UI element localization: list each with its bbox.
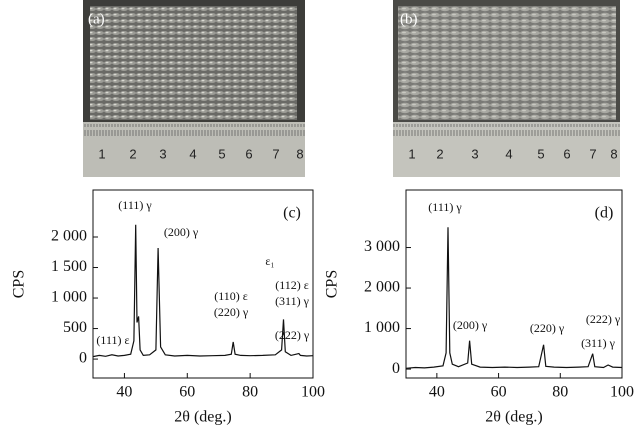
y-axis-label: CPS (11, 270, 28, 298)
y-tick-label: 0 (79, 350, 87, 367)
panel-label: (b) (400, 11, 418, 27)
y-tick-label: 500 (63, 319, 87, 336)
x-tick-label: 60 (491, 384, 507, 401)
ruler-number: 8 (610, 146, 617, 161)
x-tick-label: 40 (429, 384, 445, 401)
ruler-number: 5 (218, 146, 225, 161)
x-tick-label: 60 (179, 384, 195, 401)
x-tick-label: 100 (301, 384, 325, 401)
peak-annotation: ε₁ (265, 254, 274, 268)
ruler-number: 1 (408, 146, 415, 161)
ruler-number: 2 (436, 146, 443, 161)
panel-label: (c) (283, 205, 301, 222)
ruler-number: 8 (296, 146, 303, 161)
y-tick-label: 2 000 (51, 228, 87, 245)
peak-annotation: (222) γ (586, 312, 621, 326)
ruler-number: 7 (272, 146, 279, 161)
x-axis-label: 2θ (deg.) (174, 409, 231, 426)
xrd-line (92, 224, 314, 358)
plot-frame (405, 189, 623, 379)
y-tick-label: 0 (392, 360, 400, 377)
ruler-number: 2 (129, 146, 136, 161)
ruler-number: 6 (245, 146, 252, 161)
photo-a (83, 0, 305, 177)
y-axis-label: CPS (324, 270, 341, 298)
peak-annotation: (111) ε (96, 333, 129, 347)
ruler-number: 7 (589, 146, 596, 161)
y-tick-label: 1 000 (364, 319, 400, 336)
peak-annotation: (222) γ (275, 328, 310, 342)
x-tick-label: 100 (610, 384, 634, 401)
peak-annotation: (200) γ (453, 318, 488, 332)
panel-label: (a) (88, 11, 105, 27)
y-tick-label: 1 000 (51, 289, 87, 306)
x-tick-label: 80 (552, 384, 568, 401)
xrd-line (405, 227, 623, 369)
peak-annotation: (311) γ (581, 336, 616, 350)
ruler-number: 5 (537, 146, 544, 161)
peak-annotation: (111) γ (118, 198, 152, 212)
ruler-number: 6 (563, 146, 570, 161)
ruler-number: 4 (505, 146, 512, 161)
ruler-number: 3 (471, 146, 478, 161)
y-tick-label: 3 000 (364, 238, 400, 255)
photo-b (393, 0, 620, 177)
ruler-number: 4 (189, 146, 196, 161)
peak-annotation: (200) γ (164, 225, 199, 239)
peak-annotation: (111) γ (428, 200, 462, 214)
y-tick-label: 1 500 (51, 258, 87, 275)
peak-annotation: (311) γ (275, 294, 310, 308)
panel-label: (d) (595, 205, 614, 222)
ruler-number: 3 (159, 146, 166, 161)
peak-annotation: (112) ε (275, 278, 309, 292)
peak-annotation: (220) γ (214, 305, 249, 319)
x-tick-label: 40 (116, 384, 132, 401)
x-tick-label: 80 (242, 384, 258, 401)
plot-frame (92, 189, 314, 379)
peak-annotation: (220) γ (530, 321, 565, 335)
ruler-number: 1 (98, 146, 105, 161)
y-tick-label: 2 000 (364, 279, 400, 296)
peak-annotation: (110) ε (214, 289, 248, 303)
x-axis-label: 2θ (deg.) (485, 409, 542, 426)
